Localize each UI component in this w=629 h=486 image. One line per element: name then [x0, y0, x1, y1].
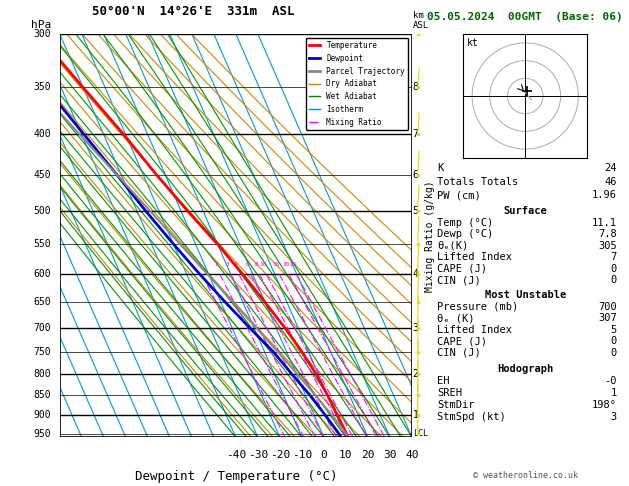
Text: CAPE (J): CAPE (J) — [438, 263, 487, 274]
Text: 4: 4 — [234, 261, 238, 266]
Text: EH: EH — [438, 376, 450, 386]
Legend: Temperature, Dewpoint, Parcel Trajectory, Dry Adiabat, Wet Adiabat, Isotherm, Mi: Temperature, Dewpoint, Parcel Trajectory… — [306, 38, 408, 130]
Text: 350: 350 — [33, 83, 51, 92]
Text: 700: 700 — [33, 323, 51, 333]
Text: 1.96: 1.96 — [592, 190, 617, 200]
Text: 0: 0 — [321, 450, 327, 459]
Text: StmDir: StmDir — [438, 400, 475, 410]
Text: 6: 6 — [413, 170, 418, 180]
Text: 8: 8 — [413, 83, 418, 92]
Text: CIN (J): CIN (J) — [438, 348, 481, 358]
Text: CAPE (J): CAPE (J) — [438, 336, 487, 347]
Text: 3: 3 — [226, 261, 230, 266]
Text: 2: 2 — [215, 261, 219, 266]
Text: θₑ (K): θₑ (K) — [438, 313, 475, 323]
Text: 46: 46 — [604, 177, 617, 187]
Text: 600: 600 — [33, 269, 51, 279]
Text: 50°00'N  14°26'E  331m  ASL: 50°00'N 14°26'E 331m ASL — [92, 5, 295, 18]
Text: 300: 300 — [33, 29, 51, 39]
Text: Lifted Index: Lifted Index — [438, 252, 513, 262]
Text: Most Unstable: Most Unstable — [484, 291, 566, 300]
Text: 15: 15 — [272, 261, 280, 266]
Text: 0: 0 — [611, 275, 617, 285]
Text: 550: 550 — [33, 239, 51, 249]
Text: 500: 500 — [33, 206, 51, 216]
Text: SREH: SREH — [438, 388, 462, 398]
Text: 7: 7 — [611, 252, 617, 262]
Text: 305: 305 — [598, 241, 617, 251]
Text: Hodograph: Hodograph — [497, 364, 554, 374]
Text: 307: 307 — [598, 313, 617, 323]
Text: 7: 7 — [413, 129, 418, 139]
Text: 7.8: 7.8 — [598, 229, 617, 239]
Text: kt: kt — [467, 38, 479, 48]
Text: 2: 2 — [413, 369, 418, 379]
Text: 198°: 198° — [592, 400, 617, 410]
Text: 4: 4 — [413, 269, 418, 279]
Text: -20: -20 — [270, 450, 290, 459]
Text: 3: 3 — [611, 412, 617, 422]
Text: Mixing Ratio (g/kg): Mixing Ratio (g/kg) — [425, 180, 435, 292]
Text: 0: 0 — [611, 263, 617, 274]
Text: 700: 700 — [598, 302, 617, 312]
Text: PW (cm): PW (cm) — [438, 190, 481, 200]
Text: 6: 6 — [246, 261, 250, 266]
Text: Dewp (°C): Dewp (°C) — [438, 229, 494, 239]
Text: StmSpd (kt): StmSpd (kt) — [438, 412, 506, 422]
Text: -30: -30 — [248, 450, 268, 459]
Text: 20: 20 — [361, 450, 375, 459]
Text: 1: 1 — [197, 261, 201, 266]
Text: 650: 650 — [33, 297, 51, 307]
Text: -0: -0 — [604, 376, 617, 386]
Text: 40: 40 — [405, 450, 419, 459]
Text: Temp (°C): Temp (°C) — [438, 218, 494, 228]
Text: 0: 0 — [611, 348, 617, 358]
Text: 11.1: 11.1 — [592, 218, 617, 228]
Text: 950: 950 — [33, 429, 51, 439]
Text: 800: 800 — [33, 369, 51, 379]
Text: 3: 3 — [413, 323, 418, 333]
Text: LCL: LCL — [413, 429, 428, 438]
Text: 750: 750 — [33, 347, 51, 357]
Text: 0: 0 — [611, 336, 617, 347]
Text: 400: 400 — [33, 129, 51, 139]
Text: 10: 10 — [339, 450, 353, 459]
Text: Totals Totals: Totals Totals — [438, 177, 519, 187]
Text: 850: 850 — [33, 390, 51, 400]
Text: km
ASL: km ASL — [413, 11, 429, 30]
Text: 1: 1 — [611, 388, 617, 398]
Text: Dewpoint / Temperature (°C): Dewpoint / Temperature (°C) — [135, 469, 337, 483]
Text: 30: 30 — [383, 450, 397, 459]
Text: 900: 900 — [33, 410, 51, 420]
Text: Surface: Surface — [503, 206, 547, 216]
Text: θₑ(K): θₑ(K) — [438, 241, 469, 251]
Text: 8: 8 — [255, 261, 259, 266]
Text: Lifted Index: Lifted Index — [438, 325, 513, 335]
Text: hPa: hPa — [31, 20, 51, 30]
Text: CIN (J): CIN (J) — [438, 275, 481, 285]
Text: 1: 1 — [413, 410, 418, 420]
Text: 10: 10 — [260, 261, 267, 266]
Text: 5: 5 — [611, 325, 617, 335]
Text: 20: 20 — [282, 261, 289, 266]
Text: 24: 24 — [604, 163, 617, 174]
Text: 450: 450 — [33, 170, 51, 180]
Text: Pressure (mb): Pressure (mb) — [438, 302, 519, 312]
Text: © weatheronline.co.uk: © weatheronline.co.uk — [473, 471, 577, 480]
Text: 25: 25 — [289, 261, 297, 266]
Text: 05.05.2024  00GMT  (Base: 06): 05.05.2024 00GMT (Base: 06) — [427, 12, 623, 22]
Text: K: K — [438, 163, 443, 174]
Text: -40: -40 — [226, 450, 246, 459]
Text: -10: -10 — [292, 450, 312, 459]
Text: 5: 5 — [413, 206, 418, 216]
